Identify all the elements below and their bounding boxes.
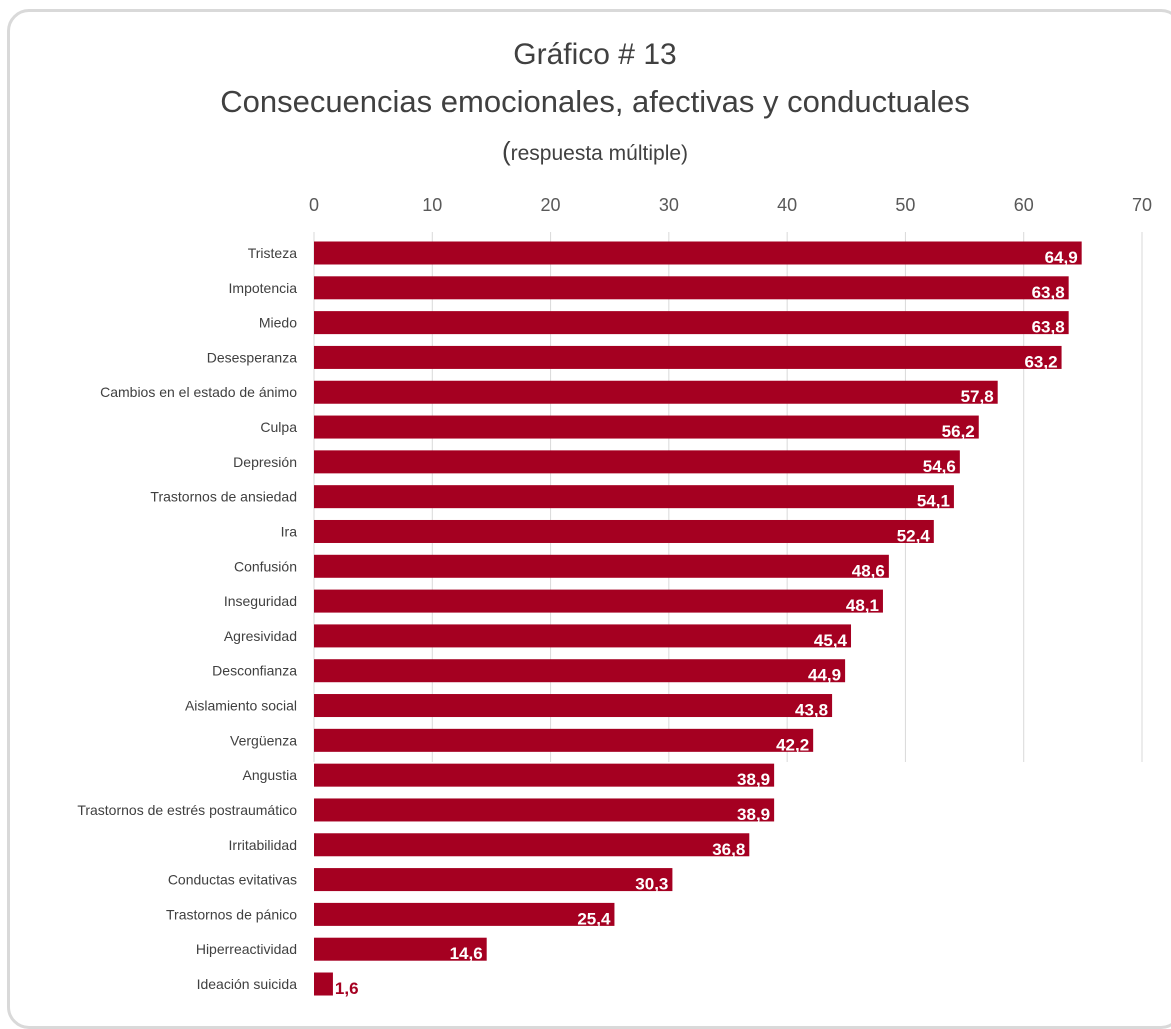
category-label: Conductas evitativas — [168, 872, 297, 888]
x-axis-ticks: 0 10 20 30 40 50 60 70 — [309, 195, 1152, 215]
bar — [314, 868, 673, 892]
data-label: 63,2 — [1024, 352, 1057, 371]
category-label: Irritabilidad — [229, 837, 297, 853]
x-tick-label: 40 — [777, 195, 797, 215]
data-labels: 64,9 63,8 63,8 63,2 57,8 56,2 54,6 54,1 52,4 48,6… — [335, 248, 1078, 998]
chart-title: Gráfico # 13 — [513, 38, 677, 71]
data-label: 54,6 — [923, 457, 956, 476]
category-label: Aislamiento social — [185, 698, 297, 714]
data-label: 57,8 — [961, 387, 994, 406]
data-label: 45,4 — [814, 631, 848, 650]
bar — [314, 450, 960, 474]
bars — [314, 241, 1082, 996]
data-label: 43,8 — [795, 701, 828, 720]
category-label: Tristeza — [248, 245, 297, 261]
data-label: 42,2 — [776, 735, 809, 754]
category-label: Impotencia — [229, 280, 298, 296]
data-label: 36,8 — [712, 840, 745, 859]
category-label: Confusión — [234, 558, 297, 574]
bar — [314, 624, 852, 648]
chart-frame — [7, 9, 1171, 1029]
category-labels: Tristeza Impotencia Miedo Desesperanza Cambi… — [77, 245, 297, 992]
bar — [314, 519, 934, 543]
category-label: Trastornos de estrés postraumático — [77, 802, 297, 818]
data-label: 54,1 — [917, 492, 950, 511]
bar — [314, 415, 979, 439]
category-label: Desconfianza — [212, 663, 297, 679]
data-label: 64,9 — [1045, 248, 1078, 267]
category-label: Cambios en el estado de ánimo — [100, 384, 297, 400]
bar — [314, 972, 333, 996]
data-label: 63,8 — [1032, 283, 1065, 302]
chart-subtitle: Consecuencias emocionales, afectivas y c… — [220, 84, 970, 119]
category-label: Culpa — [260, 419, 297, 435]
bar — [314, 380, 998, 404]
bar — [314, 345, 1062, 369]
bar — [314, 694, 833, 718]
category-label: Angustia — [243, 767, 298, 783]
x-tick-label: 60 — [1014, 195, 1034, 215]
x-tick-label: 10 — [422, 195, 442, 215]
bar — [314, 589, 883, 613]
x-tick-label: 30 — [659, 195, 679, 215]
data-label: 52,4 — [897, 526, 931, 545]
bar — [314, 728, 814, 752]
data-label: 25,4 — [577, 909, 611, 928]
category-label: Trastornos de ansiedad — [150, 489, 297, 505]
category-label: Miedo — [259, 315, 297, 331]
bar — [314, 659, 846, 683]
subtitle-note-paren: ( — [501, 136, 511, 166]
category-label: Desesperanza — [207, 349, 297, 365]
bar — [314, 276, 1069, 300]
category-label: Vergüenza — [230, 732, 297, 748]
x-tick-label: 50 — [895, 195, 915, 215]
category-label: Depresión — [233, 454, 297, 470]
bar — [314, 937, 487, 961]
bar — [314, 833, 750, 857]
bar — [314, 763, 775, 787]
data-label: 48,1 — [846, 596, 879, 615]
bar — [314, 798, 775, 822]
data-label: 48,6 — [852, 561, 885, 580]
data-label: 56,2 — [942, 422, 975, 441]
data-label: 63,8 — [1032, 318, 1065, 337]
category-label: Trastornos de pánico — [166, 906, 297, 922]
category-label: Agresividad — [224, 628, 297, 644]
data-label: 14,6 — [450, 944, 483, 963]
data-label: 30,3 — [635, 875, 668, 894]
data-label: 38,9 — [737, 770, 770, 789]
category-label: Hiperreactividad — [196, 941, 297, 957]
bar — [314, 311, 1069, 335]
subtitle-note-text: respuesta múltiple) — [510, 142, 689, 165]
bar — [314, 902, 615, 926]
data-label: 44,9 — [808, 666, 841, 685]
x-tick-label: 70 — [1132, 195, 1152, 215]
x-tick-label: 0 — [309, 195, 319, 215]
bar — [314, 241, 1082, 265]
data-label: 38,9 — [737, 805, 770, 824]
bar — [314, 554, 889, 578]
chart-subtitle-note: (respuesta múltiple) — [0, 136, 1171, 167]
category-label: Ideación suicida — [197, 976, 298, 992]
bar — [314, 485, 954, 509]
x-tick-label: 20 — [541, 195, 561, 215]
category-label: Inseguridad — [224, 593, 297, 609]
data-label: 1,6 — [335, 979, 359, 998]
category-label: Ira — [281, 523, 298, 539]
